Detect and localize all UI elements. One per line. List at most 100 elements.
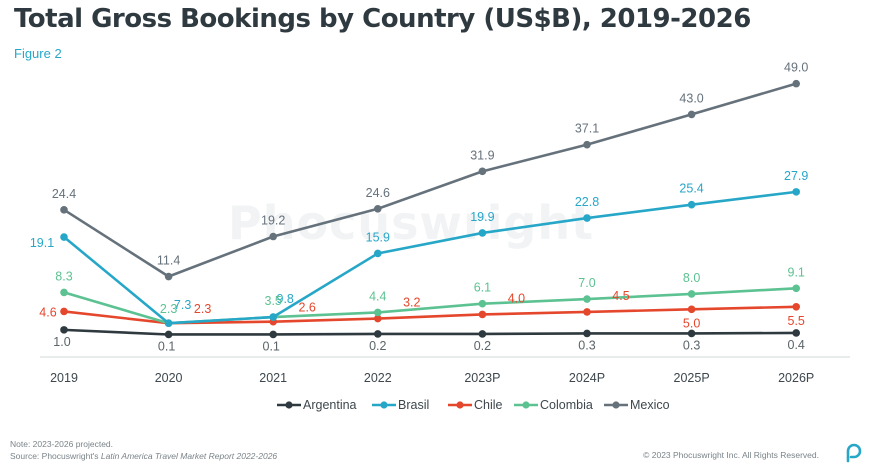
data-point-colombia — [792, 284, 800, 293]
data-point-mexico — [478, 167, 487, 176]
data-label-brasil: 22.8 — [575, 195, 599, 209]
x-tick-label: 2022 — [364, 371, 392, 385]
data-point-mexico — [687, 110, 696, 119]
data-label-brasil: 19.1 — [30, 236, 54, 250]
data-label-brasil: 27.9 — [784, 169, 808, 183]
data-label-chile: 5.0 — [683, 316, 700, 330]
copyright: © 2023 Phocuswright Inc. All Rights Rese… — [643, 450, 819, 460]
data-label-mexico: 37.1 — [575, 122, 599, 136]
data-point-brasil — [269, 313, 278, 321]
data-label-mexico: 24.4 — [52, 187, 76, 201]
source-note: Source: Phocuswright's Latin America Tra… — [10, 451, 278, 461]
series-line-argentina — [63, 328, 797, 336]
data-point-brasil — [164, 319, 173, 328]
data-label-mexico: 31.9 — [470, 148, 494, 162]
data-point-mexico — [269, 232, 278, 241]
data-point-colombia — [583, 295, 591, 303]
legend-marker-argentina — [285, 401, 293, 409]
x-tick-label: 2024P — [569, 371, 605, 385]
data-label-colombia: 4.4 — [369, 289, 386, 303]
data-point-chile — [792, 302, 800, 311]
data-point-brasil — [478, 229, 487, 237]
data-point-argentina — [374, 330, 382, 338]
legend-label-mexico: Mexico — [630, 398, 670, 412]
data-label-colombia: 8.0 — [683, 271, 700, 285]
data-point-colombia — [478, 299, 487, 308]
data-point-mexico — [583, 140, 591, 149]
data-point-argentina — [164, 330, 173, 339]
data-point-argentina — [792, 329, 800, 337]
data-label-mexico: 24.6 — [366, 186, 390, 200]
legend-marker-brasil — [380, 401, 388, 409]
data-label-chile: 2.6 — [299, 301, 316, 315]
data-point-mexico — [792, 79, 800, 88]
data-point-chile — [583, 308, 591, 316]
data-label-argentina: 0.3 — [578, 338, 595, 352]
data-point-brasil — [687, 200, 696, 209]
data-label-chile: 3.2 — [403, 296, 420, 310]
data-label-argentina: 0.1 — [158, 339, 175, 353]
legend-marker-colombia — [522, 401, 530, 409]
data-label-argentina: 0.3 — [683, 338, 700, 352]
data-label-argentina: 0.2 — [369, 339, 386, 353]
data-label-argentina: 0.4 — [788, 338, 805, 352]
legend-label-brasil: Brasil — [398, 398, 429, 412]
data-label-colombia: 3.5 — [265, 294, 282, 308]
footnote: Note: 2023-2026 projected. Source: Phocu… — [10, 438, 277, 462]
x-tick-label: 2021 — [259, 371, 287, 385]
x-tick-label: 2023P — [464, 371, 500, 385]
data-label-argentina: 1.0 — [53, 335, 70, 349]
data-point-argentina — [269, 330, 278, 339]
data-point-chile — [374, 314, 382, 323]
data-point-brasil — [374, 249, 382, 258]
data-label-mexico: 49.0 — [784, 61, 808, 75]
data-label-colombia: 7.0 — [578, 276, 595, 290]
data-point-brasil — [792, 188, 800, 196]
legend-label-chile: Chile — [474, 398, 503, 412]
data-label-colombia: 9.1 — [788, 265, 805, 279]
data-point-chile — [60, 307, 68, 316]
x-tick-label: 2019 — [50, 371, 78, 385]
x-tick-label: 2025P — [674, 371, 710, 385]
data-label-mexico: 43.0 — [679, 91, 703, 105]
data-point-argentina — [60, 326, 68, 334]
data-label-brasil: 25.4 — [679, 182, 703, 196]
data-point-mexico — [60, 206, 68, 214]
data-point-chile — [478, 310, 487, 319]
data-point-colombia — [60, 288, 68, 297]
data-point-brasil — [583, 214, 591, 222]
figure-label: Figure 2 — [14, 46, 62, 61]
legend-marker-mexico — [612, 401, 620, 409]
series-line-brasil — [63, 190, 797, 325]
x-tick-label: 2020 — [155, 371, 183, 385]
data-label-chile: 4.6 — [39, 305, 56, 319]
data-label-brasil: 9.8 — [277, 292, 294, 306]
chart-title: Total Gross Bookings by Country (US$B), … — [14, 4, 751, 34]
data-label-chile: 2.3 — [194, 302, 211, 316]
data-label-mexico: 19.2 — [261, 214, 285, 228]
data-point-chile — [687, 305, 696, 314]
data-label-chile: 4.5 — [612, 289, 629, 303]
data-label-brasil: 19.9 — [470, 210, 494, 224]
data-label-argentina: 0.1 — [263, 339, 280, 353]
x-tick-label: 2026P — [778, 371, 814, 385]
data-label-colombia: 8.3 — [55, 269, 72, 283]
data-label-chile: 4.0 — [508, 291, 525, 305]
legend-marker-chile — [456, 401, 464, 409]
data-point-argentina — [478, 330, 487, 338]
line-chart: 2019 2020 2021 2022 2023P 2024P 2025P 2026P 1.0 0… — [30, 61, 850, 412]
data-point-argentina — [583, 329, 591, 338]
legend-label-colombia: Colombia — [540, 398, 593, 412]
data-label-brasil: 15.9 — [366, 230, 390, 244]
legend-label-argentina: Argentina — [303, 398, 357, 412]
series-line-mexico — [63, 82, 797, 278]
data-label-colombia: 6.1 — [474, 281, 491, 295]
phocuswright-logo-icon — [846, 443, 862, 463]
data-point-brasil — [60, 233, 68, 241]
data-label-colombia: 2.3 — [160, 302, 177, 316]
data-point-colombia — [374, 308, 382, 317]
data-point-mexico — [374, 205, 382, 213]
projection-note: Note: 2023-2026 projected. — [10, 439, 114, 449]
data-point-colombia — [687, 290, 696, 298]
data-label-brasil: 7.3 — [174, 298, 191, 312]
